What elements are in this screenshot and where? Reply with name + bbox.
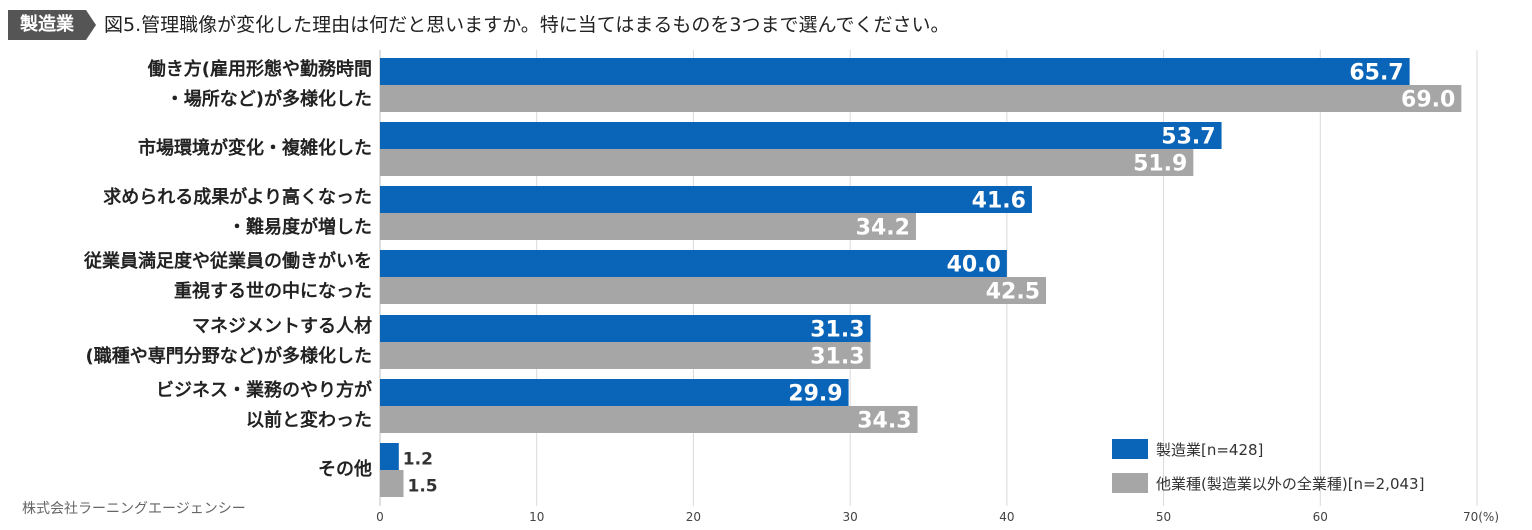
value-label: 40.0 xyxy=(947,253,1001,278)
category-label: 従業員満足度や従業員の働きがいを xyxy=(84,251,372,272)
bar-other xyxy=(380,213,916,240)
category-badge: 製造業 xyxy=(8,10,86,40)
bar-other xyxy=(380,342,871,369)
value-label: 29.9 xyxy=(788,382,842,407)
category-label: 市場環境が変化・複雑化した xyxy=(138,138,372,159)
bar-manufacturing xyxy=(380,443,399,470)
value-label: 51.9 xyxy=(1133,152,1187,177)
legend-swatch-manufacturing xyxy=(1112,439,1148,459)
x-tick-label: 10 xyxy=(529,510,544,524)
bar-other xyxy=(380,406,918,433)
badge-arrow xyxy=(86,10,96,40)
bar-manufacturing xyxy=(380,122,1222,149)
bar-manufacturing xyxy=(380,58,1410,85)
category-label: ・難易度が増した xyxy=(228,217,372,238)
bar-manufacturing xyxy=(380,379,849,406)
value-label: 1.2 xyxy=(403,450,433,470)
legend-label-other: 他業種(製造業以外の全業種)[n=2,043] xyxy=(1156,474,1425,493)
category-label: ・場所など)が多様化した xyxy=(165,89,372,110)
value-label: 42.5 xyxy=(986,280,1040,305)
x-tick-label: 70(%) xyxy=(1463,510,1499,524)
value-label: 1.5 xyxy=(408,477,438,497)
chart-title: 図5.管理職像が変化した理由は何だと思いますか。特に当てはまるものを3つまで選ん… xyxy=(104,14,950,36)
legend-swatch-other xyxy=(1112,473,1148,493)
x-tick-label: 20 xyxy=(686,510,701,524)
value-label: 65.7 xyxy=(1349,61,1403,86)
bar-other xyxy=(380,149,1194,176)
value-label: 69.0 xyxy=(1401,88,1455,113)
value-label: 34.2 xyxy=(856,216,910,241)
legend-label-manufacturing: 製造業[n=428] xyxy=(1156,440,1264,459)
value-label: 41.6 xyxy=(972,189,1026,214)
value-label: 31.3 xyxy=(810,318,864,343)
bar-manufacturing xyxy=(380,315,871,342)
legend-item-other: 他業種(製造業以外の全業種)[n=2,043] xyxy=(1112,466,1424,500)
value-label: 31.3 xyxy=(810,345,864,370)
category-label: (職種や専門分野など)が多様化した xyxy=(85,346,372,367)
category-label: 以前と変わった xyxy=(246,410,372,431)
legend-item-manufacturing: 製造業[n=428] xyxy=(1112,432,1424,466)
source-credit: 株式会社ラーニングエージェンシー xyxy=(22,501,246,517)
bar-other xyxy=(380,85,1462,112)
bar-manufacturing xyxy=(380,250,1007,277)
legend: 製造業[n=428] 他業種(製造業以外の全業種)[n=2,043] xyxy=(1112,432,1424,500)
category-label: 重視する世の中になった xyxy=(174,281,372,302)
x-tick-label: 0 xyxy=(376,510,384,524)
bar-other xyxy=(380,277,1047,304)
bar-manufacturing xyxy=(380,186,1032,213)
x-tick-label: 60 xyxy=(1313,510,1328,524)
category-label: その他 xyxy=(318,459,372,480)
category-label: マネジメントする人材 xyxy=(192,316,372,337)
value-label: 53.7 xyxy=(1161,125,1215,150)
value-label: 34.3 xyxy=(857,409,911,434)
bar-other xyxy=(380,470,404,497)
x-tick-label: 30 xyxy=(843,510,858,524)
category-label: 働き方(雇用形態や勤務時間 xyxy=(147,59,372,80)
x-tick-label: 40 xyxy=(999,510,1014,524)
category-label: 求められる成果がより高くなった xyxy=(103,187,372,208)
x-tick-label: 50 xyxy=(1156,510,1171,524)
category-label: ビジネス・業務のやり方が xyxy=(156,380,372,401)
